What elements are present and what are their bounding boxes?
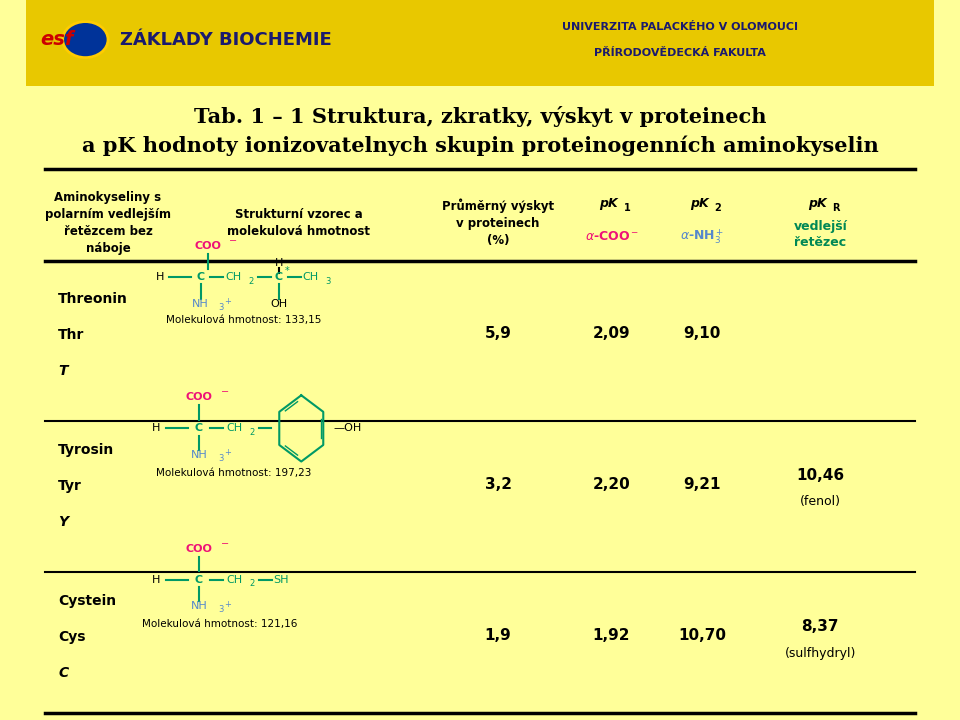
Text: 1,92: 1,92 xyxy=(593,629,631,643)
Text: 5,9: 5,9 xyxy=(485,326,512,341)
Text: Průměrný výskyt
v proteinech
(%): Průměrný výskyt v proteinech (%) xyxy=(443,199,554,248)
Text: Cys: Cys xyxy=(59,630,85,644)
Text: Tyr: Tyr xyxy=(59,479,82,492)
Text: 2: 2 xyxy=(249,277,254,286)
Text: 1: 1 xyxy=(624,203,631,213)
Text: 2: 2 xyxy=(250,580,255,588)
Text: (sulfhydryl): (sulfhydryl) xyxy=(784,647,856,660)
Text: COO: COO xyxy=(185,544,212,554)
Text: a pK hodnoty ionizovatelnych skupin proteinogenních aminokyselin: a pK hodnoty ionizovatelnych skupin prot… xyxy=(82,135,878,156)
Text: −: − xyxy=(221,539,229,549)
Text: +: + xyxy=(225,449,231,457)
Text: 1,9: 1,9 xyxy=(485,629,512,643)
Text: H: H xyxy=(275,258,283,268)
Text: *: * xyxy=(284,266,289,276)
Text: NH: NH xyxy=(190,601,207,611)
Text: +: + xyxy=(225,600,231,608)
Text: 9,21: 9,21 xyxy=(684,477,721,492)
Text: 2,09: 2,09 xyxy=(592,326,631,341)
Text: −: − xyxy=(229,236,237,246)
Text: C: C xyxy=(275,272,282,282)
Text: CH: CH xyxy=(302,272,319,282)
Text: NH: NH xyxy=(192,299,209,309)
Text: $\alpha$-COO$^-$: $\alpha$-COO$^-$ xyxy=(585,230,638,243)
Text: SH: SH xyxy=(274,575,289,585)
Text: 9,10: 9,10 xyxy=(684,326,721,341)
Text: −: − xyxy=(221,387,229,397)
Text: H: H xyxy=(152,575,160,585)
Text: Strukturní vzorec a
molekulová hmotnost: Strukturní vzorec a molekulová hmotnost xyxy=(228,208,370,238)
Text: Tyrosin: Tyrosin xyxy=(59,443,114,456)
Circle shape xyxy=(62,22,108,58)
Text: Y: Y xyxy=(59,515,68,528)
Text: CH: CH xyxy=(226,575,242,585)
Text: NH: NH xyxy=(190,450,207,460)
Text: pK: pK xyxy=(690,197,708,210)
Text: 3: 3 xyxy=(219,606,224,614)
Text: H: H xyxy=(156,272,164,282)
Text: Tab. 1 – 1 Struktura, zkratky, výskyt v proteinech: Tab. 1 – 1 Struktura, zkratky, výskyt v … xyxy=(194,106,766,127)
Text: Molekulová hmotnost: 121,16: Molekulová hmotnost: 121,16 xyxy=(142,619,298,629)
Text: Molekulová hmotnost: 197,23: Molekulová hmotnost: 197,23 xyxy=(156,468,311,478)
Text: 3: 3 xyxy=(219,454,224,463)
Text: CH: CH xyxy=(226,272,241,282)
Text: C: C xyxy=(195,423,203,433)
Text: —OH: —OH xyxy=(333,423,361,433)
Text: COO: COO xyxy=(194,241,221,251)
Text: 8,37: 8,37 xyxy=(802,619,839,634)
Text: esf: esf xyxy=(40,30,73,49)
Text: T: T xyxy=(59,364,67,377)
Text: C: C xyxy=(197,272,204,282)
Text: R: R xyxy=(832,203,839,213)
Text: PŘÍRODOVĚDECKÁ FAKULTA: PŘÍRODOVĚDECKÁ FAKULTA xyxy=(593,48,765,58)
Text: 2: 2 xyxy=(714,203,721,213)
Text: řetězec: řetězec xyxy=(794,236,847,249)
Text: OH: OH xyxy=(270,299,287,309)
Text: UNIVERZITA PALACKÉHO V OLOMOUCI: UNIVERZITA PALACKÉHO V OLOMOUCI xyxy=(562,22,798,32)
Text: pK: pK xyxy=(808,197,827,210)
Text: vedlejší: vedlejší xyxy=(793,220,847,233)
Text: 10,46: 10,46 xyxy=(796,468,844,482)
Text: 3: 3 xyxy=(219,303,224,312)
Text: Thr: Thr xyxy=(59,328,84,341)
Text: Threonin: Threonin xyxy=(59,292,128,305)
Text: H: H xyxy=(152,423,160,433)
Text: 3,2: 3,2 xyxy=(485,477,512,492)
Text: C: C xyxy=(195,575,203,585)
Text: 10,70: 10,70 xyxy=(679,629,727,643)
Text: Molekulová hmotnost: 133,15: Molekulová hmotnost: 133,15 xyxy=(166,315,322,325)
Text: pK: pK xyxy=(599,197,618,210)
FancyBboxPatch shape xyxy=(26,0,934,86)
Text: Aminokyseliny s
polarním vedlejším
řetězcem bez
náboje: Aminokyseliny s polarním vedlejším řetěz… xyxy=(45,192,171,255)
Text: CH: CH xyxy=(226,423,242,433)
Text: COO: COO xyxy=(185,392,212,402)
Text: $\alpha$-NH$_3^+$: $\alpha$-NH$_3^+$ xyxy=(681,227,725,246)
Text: C: C xyxy=(59,666,68,680)
Text: 2,20: 2,20 xyxy=(592,477,631,492)
Text: 3: 3 xyxy=(324,277,330,286)
Text: Cystein: Cystein xyxy=(59,594,116,608)
Text: 2: 2 xyxy=(250,428,255,437)
Text: +: + xyxy=(225,297,231,306)
Text: ZÁKLADY BIOCHEMIE: ZÁKLADY BIOCHEMIE xyxy=(120,31,332,49)
Text: (fenol): (fenol) xyxy=(800,495,841,508)
